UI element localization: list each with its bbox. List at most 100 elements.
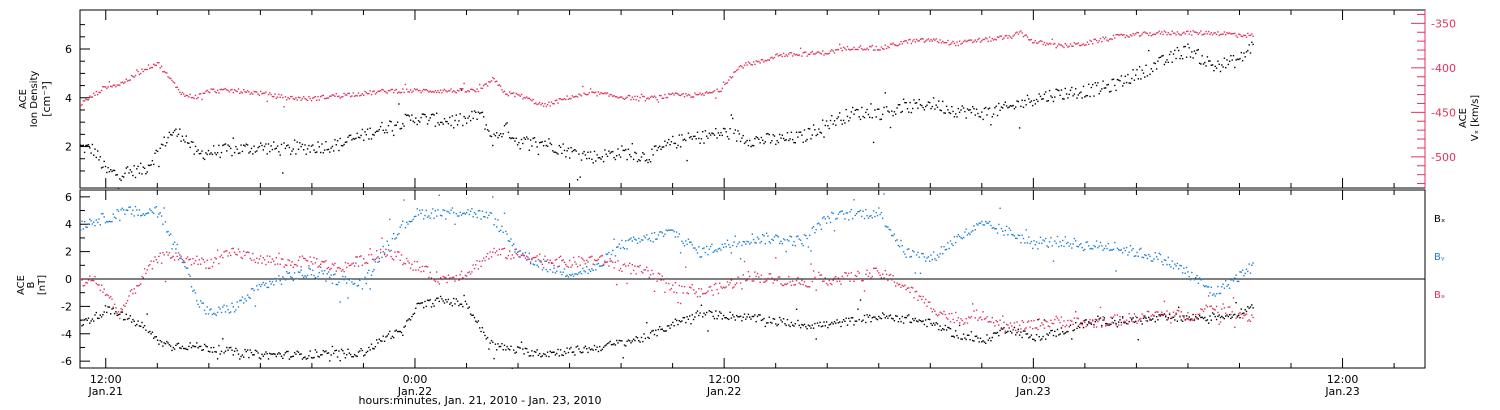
ion-density-point: [1069, 89, 1072, 91]
vx-point: [274, 93, 276, 95]
bz-point: [379, 248, 382, 251]
by-point: [116, 209, 118, 211]
ion-density-point: [257, 146, 259, 149]
ion-density-point: [1123, 82, 1125, 84]
vx-point: [966, 40, 969, 42]
bz-point: [503, 247, 506, 249]
bz-point: [1111, 321, 1113, 323]
bx-point: [141, 321, 143, 324]
bx-point: [151, 331, 154, 333]
by-point: [446, 210, 448, 213]
bz-point: [520, 254, 523, 256]
bz-point: [451, 276, 454, 279]
by-point: [1200, 279, 1202, 281]
bx-point: [293, 351, 296, 354]
bx-point: [1128, 320, 1130, 323]
vx-point: [874, 49, 876, 51]
bx-point: [872, 316, 875, 318]
bz-point: [899, 283, 901, 285]
bx-point: [162, 345, 164, 347]
by-point: [1215, 293, 1218, 295]
ion-density-point: [1099, 90, 1102, 92]
bx-point: [657, 328, 660, 331]
bz-point: [318, 265, 320, 267]
by-point: [202, 302, 204, 304]
bz-point: [593, 259, 596, 261]
vx-point: [155, 64, 157, 67]
bz-point: [1154, 311, 1156, 314]
bx-point: [923, 323, 926, 326]
ion-density-point: [1116, 78, 1119, 81]
bx-point: [1157, 319, 1159, 321]
vx-point: [531, 100, 533, 102]
vx-point: [1149, 32, 1151, 34]
bx-point: [1063, 333, 1065, 335]
vx-point: [213, 88, 215, 90]
bx-point: [102, 314, 104, 316]
bz-point: [837, 277, 840, 279]
bz-point: [305, 259, 307, 262]
ion-density-point: [336, 140, 339, 142]
ion-density-point: [960, 109, 962, 111]
bz-point: [755, 275, 757, 278]
ion-density-point: [706, 135, 708, 137]
vx-point: [352, 92, 354, 94]
bz-point: [846, 275, 849, 277]
bx-point: [599, 345, 601, 348]
bz-point: [1141, 313, 1143, 315]
by-point: [1055, 242, 1057, 245]
ion-density-point: [815, 134, 817, 137]
bz-point: [426, 266, 429, 268]
bz-point: [1159, 313, 1162, 316]
ion-density-point: [115, 174, 117, 176]
bx-point: [1047, 334, 1049, 336]
by-point: [1217, 285, 1219, 288]
vx-point: [459, 88, 461, 90]
ion-density-point: [1013, 108, 1016, 110]
vx-point: [220, 88, 223, 90]
vx-point: [196, 98, 198, 100]
vx-point: [600, 92, 602, 94]
vx-point: [181, 91, 184, 94]
by-point: [876, 214, 879, 217]
bz-point: [1163, 300, 1166, 303]
vx-point: [343, 92, 345, 95]
by-point: [734, 235, 736, 237]
by-point: [549, 268, 551, 271]
ion-density-point: [986, 114, 988, 116]
vx-point: [900, 41, 902, 43]
bz-point: [348, 264, 350, 267]
vx-point: [325, 97, 327, 100]
vx-point: [463, 82, 465, 85]
bottom-left-tick-label: -6: [61, 355, 72, 368]
vx-point: [669, 93, 671, 96]
by-point: [1062, 239, 1064, 242]
bx-point: [386, 335, 388, 337]
vx-point: [528, 97, 530, 99]
by-point: [338, 281, 340, 283]
by-point: [872, 210, 875, 212]
by-point: [290, 276, 292, 278]
bz-point: [626, 282, 628, 285]
vx-point: [406, 88, 408, 90]
by-point: [983, 224, 986, 226]
vx-point: [605, 92, 607, 95]
bx-point: [661, 328, 663, 330]
bx-point: [329, 360, 331, 362]
bx-point: [745, 318, 747, 320]
bz-point: [952, 318, 954, 321]
vx-point: [622, 97, 624, 100]
bx-point: [1150, 319, 1152, 321]
vx-point: [227, 89, 229, 92]
by-point: [89, 218, 91, 220]
bx-point: [155, 336, 157, 338]
vx-point: [776, 53, 778, 55]
ion-density-point: [507, 131, 510, 134]
bz-point: [469, 273, 472, 275]
by-point: [799, 239, 802, 241]
bx-point: [625, 345, 627, 347]
bz-point: [123, 304, 125, 306]
vx-point: [717, 90, 720, 93]
bx-point: [91, 318, 94, 320]
ion-density-point: [1056, 89, 1059, 91]
